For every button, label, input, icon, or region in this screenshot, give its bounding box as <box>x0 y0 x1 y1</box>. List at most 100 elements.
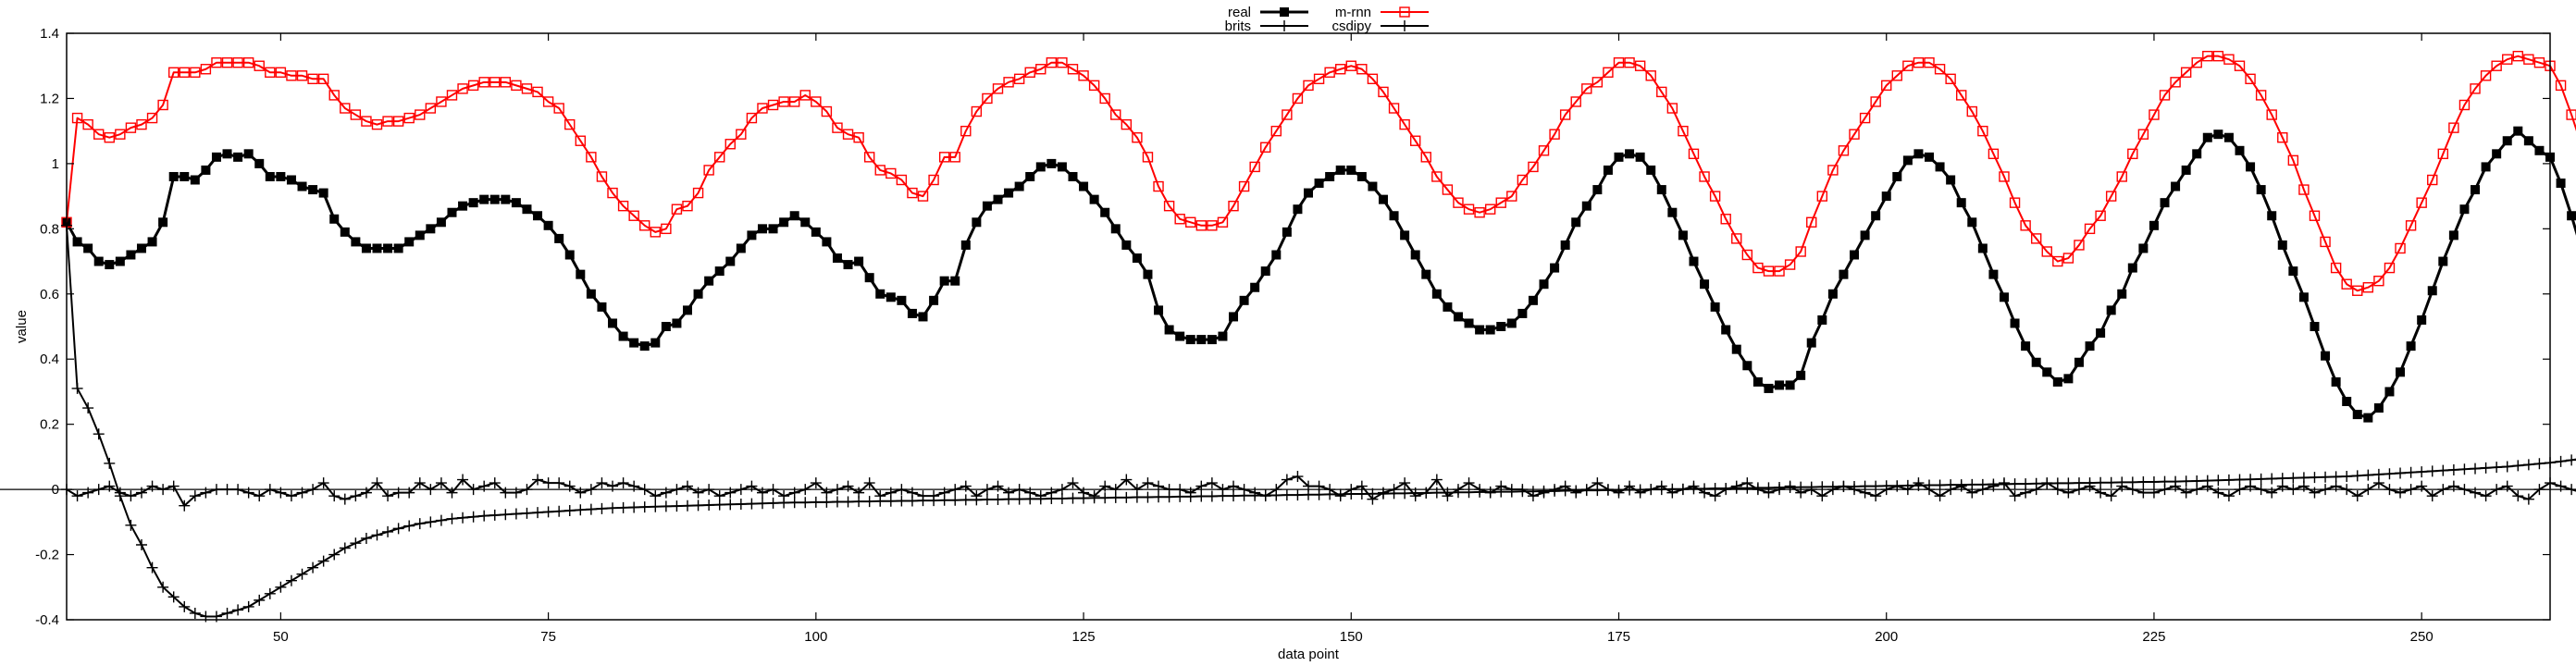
data-point-csdipy <box>564 480 576 492</box>
data-point-m-rnn <box>692 187 704 199</box>
data-point-real <box>1871 211 1881 221</box>
data-point-brits <box>960 494 972 506</box>
data-point-csdipy <box>1131 484 1143 496</box>
data-point-brits <box>328 549 341 561</box>
data-point-real <box>704 276 714 286</box>
data-point-m-rnn <box>296 70 308 81</box>
data-point-brits <box>254 594 266 606</box>
data-point-csdipy <box>2566 484 2576 496</box>
data-point-real <box>126 250 136 260</box>
data-point-m-rnn <box>757 103 768 114</box>
data-point-m-rnn <box>928 174 939 186</box>
data-point-csdipy <box>2395 487 2407 499</box>
data-point-csdipy <box>157 484 169 496</box>
data-point-csdipy <box>1741 477 1753 489</box>
data-point-real <box>639 341 650 352</box>
data-point-csdipy <box>1078 487 1090 499</box>
data-point-m-rnn <box>1495 197 1506 208</box>
data-point-real <box>618 331 628 341</box>
data-point-m-rnn <box>896 174 908 186</box>
data-point-real <box>832 253 842 264</box>
data-point-m-rnn <box>1078 70 1089 81</box>
data-point-real <box>897 295 907 305</box>
data-point-csdipy <box>2030 484 2042 496</box>
data-point-csdipy <box>489 477 501 489</box>
data-point-real <box>372 243 382 253</box>
series-m-rnn <box>61 50 2576 296</box>
data-point-m-rnn <box>200 64 212 75</box>
data-point-csdipy <box>500 487 512 499</box>
data-point-csdipy <box>2126 484 2138 496</box>
data-point-m-rnn <box>1613 57 1625 68</box>
data-point-csdipy <box>1688 480 1700 492</box>
data-point-brits <box>317 555 329 567</box>
data-point-m-rnn <box>2212 50 2224 62</box>
data-point-csdipy <box>2009 490 2021 502</box>
data-point-m-rnn <box>104 132 115 143</box>
data-point-real <box>1025 171 1035 181</box>
data-point-real <box>404 237 415 247</box>
data-point-m-rnn <box>2287 154 2299 166</box>
data-point-m-rnn <box>917 191 929 202</box>
x-tick-label: 125 <box>1072 629 1096 645</box>
data-point-real <box>533 211 543 221</box>
data-point-m-rnn <box>1442 184 1454 195</box>
data-point-csdipy <box>317 477 329 489</box>
data-point-m-rnn <box>2470 83 2481 94</box>
x-axis-title: data point <box>1278 647 1340 662</box>
data-point-brits <box>2062 477 2074 489</box>
data-point-brits <box>264 587 276 599</box>
data-point-real <box>458 201 468 211</box>
data-point-real <box>522 204 532 215</box>
data-point-brits <box>2137 476 2149 488</box>
data-point-csdipy <box>1024 487 1036 499</box>
data-point-m-rnn <box>853 132 864 143</box>
data-point-real <box>2321 351 2331 361</box>
data-point-brits <box>489 509 501 521</box>
data-point-csdipy <box>254 490 266 502</box>
data-point-m-rnn <box>2020 220 2031 231</box>
data-point-real <box>1635 152 1645 162</box>
data-point-m-rnn <box>1988 148 2000 160</box>
data-point-m-rnn <box>146 112 158 124</box>
data-point-real <box>1775 380 1785 390</box>
data-point-real <box>1250 282 1260 292</box>
data-point-real <box>1721 325 1731 335</box>
data-point-m-rnn <box>1367 73 1379 85</box>
data-point-real <box>1839 269 1849 279</box>
data-point-real <box>982 201 992 211</box>
data-point-brits <box>403 520 415 532</box>
data-point-m-rnn <box>2298 184 2310 195</box>
data-point-csdipy <box>307 484 319 496</box>
data-point-real <box>650 338 661 348</box>
data-point-brits <box>2395 467 2407 479</box>
data-point-brits <box>2223 474 2235 486</box>
data-point-real <box>2406 341 2416 352</box>
data-point-real <box>2213 130 2223 140</box>
data-point-brits <box>575 504 587 516</box>
data-point-csdipy <box>2447 480 2459 492</box>
data-point-csdipy <box>285 490 297 502</box>
data-point-csdipy <box>1880 484 1892 496</box>
data-point-real <box>907 308 917 318</box>
data-point-csdipy <box>2522 493 2534 505</box>
data-point-csdipy <box>1003 487 1015 499</box>
data-point-real <box>2384 387 2395 397</box>
data-point-real <box>2117 289 2127 299</box>
data-point-brits <box>1206 490 1218 502</box>
data-point-m-rnn <box>425 103 437 114</box>
data-point-csdipy <box>1088 490 1100 502</box>
data-point-brits <box>446 512 458 524</box>
data-point-csdipy <box>650 490 662 502</box>
data-point-brits <box>500 509 512 521</box>
data-point-csdipy <box>1313 480 1325 492</box>
y-tick-label: -0.4 <box>35 612 59 628</box>
data-point-real <box>1860 230 1870 240</box>
data-point-csdipy <box>1549 484 1561 496</box>
data-point-m-rnn <box>607 187 618 199</box>
data-point-csdipy <box>2170 480 2182 492</box>
data-point-real <box>426 224 436 234</box>
data-point-real <box>318 188 328 198</box>
data-point-brits <box>767 497 779 509</box>
